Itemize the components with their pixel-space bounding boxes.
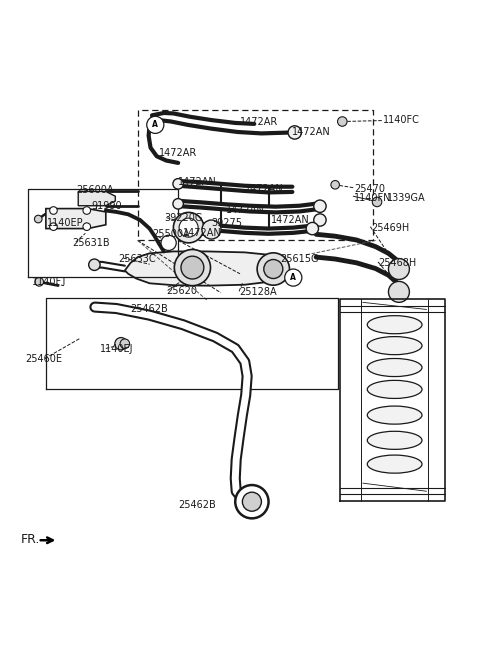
Circle shape [49,207,57,214]
Circle shape [35,278,44,286]
Circle shape [242,492,262,511]
Text: 25460E: 25460E [25,354,62,365]
Text: 1140FC: 1140FC [383,115,420,125]
Polygon shape [78,191,115,206]
Circle shape [83,223,91,231]
Circle shape [264,260,283,279]
Circle shape [314,200,326,212]
Text: FR.: FR. [21,533,40,546]
Circle shape [161,235,176,250]
Text: 25128A: 25128A [239,287,276,298]
Circle shape [181,256,204,279]
Ellipse shape [367,359,422,376]
Circle shape [288,125,301,139]
Circle shape [202,220,221,239]
Circle shape [173,179,183,189]
Text: 25462B: 25462B [131,304,168,315]
Text: 1472AN: 1472AN [183,229,222,238]
Text: 1140EP: 1140EP [48,218,84,228]
Circle shape [331,181,339,189]
Text: 1140EJ: 1140EJ [100,344,133,354]
Text: 91990: 91990 [92,201,122,211]
Circle shape [235,485,268,518]
Circle shape [120,339,130,348]
Circle shape [257,253,289,285]
Text: 25620: 25620 [166,286,197,296]
Text: 25462B: 25462B [178,499,216,510]
Text: 25470: 25470 [354,184,385,194]
Circle shape [179,218,198,237]
Text: 25468H: 25468H [378,258,416,268]
Circle shape [173,212,204,243]
Polygon shape [125,252,288,286]
Text: 1140FT: 1140FT [32,277,68,287]
Text: A: A [152,120,158,129]
Ellipse shape [367,455,422,473]
Circle shape [372,197,382,207]
Text: 1472AN: 1472AN [292,127,331,137]
Text: 39220G: 39220G [164,213,202,223]
Text: 1472AN: 1472AN [226,206,264,215]
Text: 1339GA: 1339GA [386,193,425,202]
Circle shape [49,223,57,231]
Text: 39275: 39275 [212,218,242,228]
Circle shape [89,259,100,271]
Text: 1472AN: 1472AN [178,177,217,187]
Circle shape [35,215,42,223]
Circle shape [285,269,302,286]
Text: 1472AN: 1472AN [271,215,310,225]
Text: 1472AR: 1472AR [159,148,197,158]
Ellipse shape [367,380,422,398]
Circle shape [115,338,127,350]
Text: 25469H: 25469H [371,223,409,233]
Circle shape [173,198,183,209]
Text: 25631B: 25631B [72,238,110,248]
Ellipse shape [367,315,422,334]
Text: 1472AN: 1472AN [245,184,284,194]
Text: 25600A: 25600A [76,185,113,194]
Circle shape [337,117,347,126]
Text: 1140FN: 1140FN [354,193,392,202]
Text: 25615G: 25615G [280,254,319,264]
Ellipse shape [367,431,422,449]
Circle shape [147,116,164,133]
Polygon shape [46,208,106,229]
Ellipse shape [367,406,422,424]
Circle shape [388,259,409,279]
Circle shape [306,222,319,235]
Text: A: A [290,273,296,282]
Text: 1472AR: 1472AR [240,116,278,127]
Text: 25633C: 25633C [119,254,156,263]
Circle shape [388,281,409,302]
Circle shape [314,214,326,226]
Circle shape [174,250,211,286]
Text: 25500A: 25500A [152,229,190,239]
Ellipse shape [367,336,422,355]
Circle shape [83,207,91,214]
